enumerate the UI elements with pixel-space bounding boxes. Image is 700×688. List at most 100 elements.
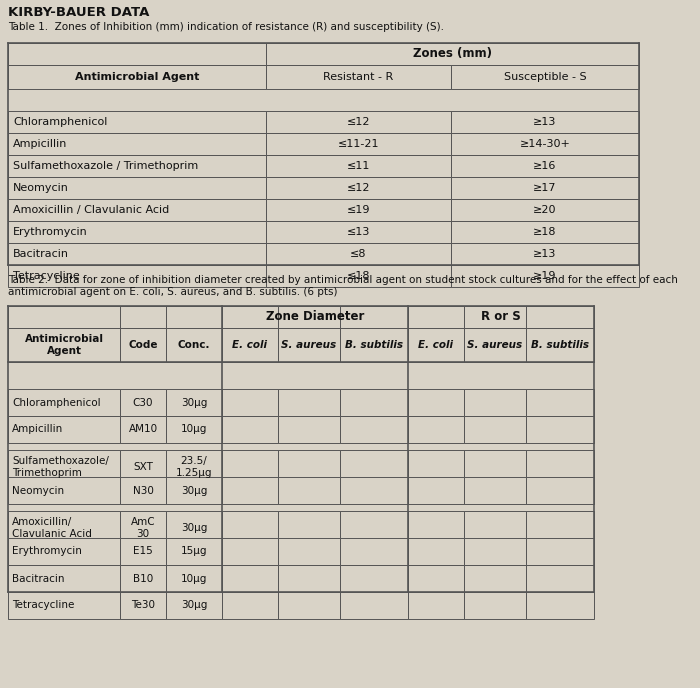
- Bar: [120, 511, 166, 545]
- Bar: [120, 389, 166, 416]
- Bar: [451, 265, 639, 287]
- Text: Resistant - R: Resistant - R: [323, 72, 393, 82]
- Bar: [340, 416, 408, 443]
- Bar: [222, 450, 278, 484]
- Text: Erythromycin: Erythromycin: [12, 546, 82, 557]
- Bar: [526, 328, 594, 362]
- Text: Zones (mm): Zones (mm): [413, 47, 492, 61]
- Bar: [278, 511, 340, 545]
- Bar: [8, 155, 266, 177]
- Bar: [408, 592, 464, 619]
- Bar: [8, 133, 266, 155]
- Bar: [120, 306, 166, 328]
- Text: R or S: R or S: [481, 310, 521, 323]
- Text: Amoxicillin / Clavulanic Acid: Amoxicillin / Clavulanic Acid: [13, 205, 169, 215]
- Text: ≤12: ≤12: [346, 117, 370, 127]
- Text: Neomycin: Neomycin: [13, 183, 69, 193]
- Bar: [222, 477, 278, 504]
- Bar: [266, 155, 451, 177]
- Text: 30μg: 30μg: [181, 486, 207, 495]
- Text: AmC
30: AmC 30: [131, 517, 155, 539]
- Bar: [464, 389, 526, 416]
- Text: Te30: Te30: [131, 601, 155, 610]
- Bar: [526, 306, 594, 328]
- Bar: [340, 592, 408, 619]
- Bar: [266, 43, 639, 65]
- Bar: [340, 565, 408, 592]
- Bar: [408, 538, 464, 565]
- Text: Antimicrobial
Agent: Antimicrobial Agent: [25, 334, 104, 356]
- Text: ≤18: ≤18: [346, 271, 370, 281]
- Text: Chloramphenicol: Chloramphenicol: [13, 117, 107, 127]
- Bar: [408, 328, 464, 362]
- Text: 30μg: 30μg: [181, 601, 207, 610]
- Bar: [8, 199, 266, 221]
- Bar: [120, 328, 166, 362]
- Bar: [451, 221, 639, 243]
- Bar: [278, 477, 340, 504]
- Bar: [8, 111, 266, 133]
- Bar: [464, 511, 526, 545]
- Bar: [8, 511, 120, 545]
- Text: C30: C30: [133, 398, 153, 407]
- Text: S. aureus: S. aureus: [281, 340, 337, 350]
- Bar: [451, 243, 639, 265]
- Bar: [451, 199, 639, 221]
- Text: Zone Diameter: Zone Diameter: [266, 310, 364, 323]
- Text: ≥13: ≥13: [533, 249, 556, 259]
- Bar: [451, 155, 639, 177]
- Bar: [464, 538, 526, 565]
- Bar: [120, 416, 166, 443]
- Bar: [408, 306, 464, 328]
- Text: 10μg: 10μg: [181, 574, 207, 583]
- Text: ≤13: ≤13: [346, 227, 370, 237]
- Bar: [8, 328, 120, 362]
- Text: E. coli: E. coli: [419, 340, 454, 350]
- Bar: [464, 565, 526, 592]
- Bar: [340, 538, 408, 565]
- Bar: [278, 416, 340, 443]
- Text: Tetracycline: Tetracycline: [12, 601, 74, 610]
- Bar: [8, 477, 120, 504]
- Bar: [166, 477, 222, 504]
- Text: B. subtilis: B. subtilis: [531, 340, 589, 350]
- Bar: [8, 565, 120, 592]
- Text: antimicrobial agent on E. coli, S. aureus, and B. subtilis. (6 pts): antimicrobial agent on E. coli, S. aureu…: [8, 287, 337, 297]
- Text: Ampicillin: Ampicillin: [12, 424, 63, 435]
- Bar: [464, 416, 526, 443]
- Text: ≤8: ≤8: [350, 249, 367, 259]
- Text: Table 1.  Zones of Inhibition (mm) indication of resistance (R) and susceptibili: Table 1. Zones of Inhibition (mm) indica…: [8, 22, 444, 32]
- Bar: [464, 328, 526, 362]
- Bar: [278, 328, 340, 362]
- Text: ≤11-21: ≤11-21: [337, 139, 379, 149]
- Text: B. subtilis: B. subtilis: [345, 340, 403, 350]
- Bar: [8, 177, 266, 199]
- Bar: [408, 565, 464, 592]
- Bar: [340, 477, 408, 504]
- Bar: [166, 538, 222, 565]
- Bar: [526, 450, 594, 484]
- Text: ≥13: ≥13: [533, 117, 556, 127]
- Text: Tetracycline: Tetracycline: [13, 271, 80, 281]
- Bar: [166, 450, 222, 484]
- Text: AM10: AM10: [128, 424, 158, 435]
- Bar: [266, 133, 451, 155]
- Text: ≥20: ≥20: [533, 205, 556, 215]
- Bar: [340, 511, 408, 545]
- Bar: [340, 450, 408, 484]
- Bar: [8, 389, 120, 416]
- Text: ≥19: ≥19: [533, 271, 556, 281]
- Bar: [120, 477, 166, 504]
- Bar: [408, 416, 464, 443]
- Text: 30μg: 30μg: [181, 523, 207, 533]
- Bar: [526, 592, 594, 619]
- Bar: [8, 243, 266, 265]
- Bar: [166, 416, 222, 443]
- Bar: [464, 306, 526, 328]
- Bar: [8, 65, 266, 89]
- Bar: [340, 328, 408, 362]
- Text: S. aureus: S. aureus: [468, 340, 523, 350]
- Bar: [451, 111, 639, 133]
- Text: KIRBY-BAUER DATA: KIRBY-BAUER DATA: [8, 6, 149, 19]
- Bar: [451, 177, 639, 199]
